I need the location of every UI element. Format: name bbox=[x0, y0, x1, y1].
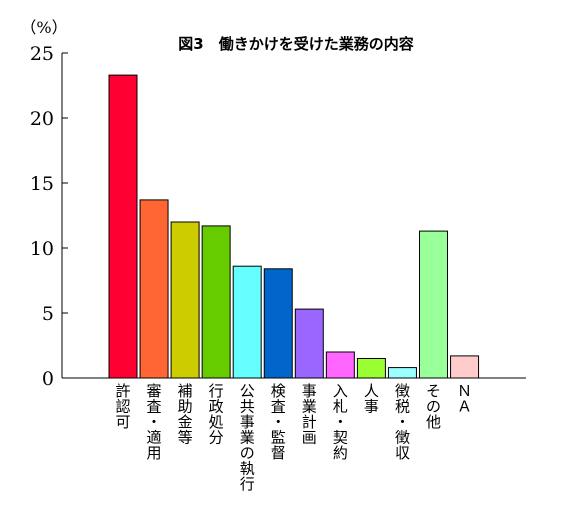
x-tick-label: 入札・契約 bbox=[333, 382, 348, 462]
bar bbox=[325, 351, 355, 379]
y-axis-label: （%） bbox=[20, 18, 67, 37]
x-tick-label: 徴税・徴収 bbox=[395, 382, 410, 462]
y-tick-label: 0 bbox=[42, 368, 54, 390]
x-tick-label: 行政処分 bbox=[209, 382, 224, 447]
x-tick-label: 補助金等 bbox=[178, 382, 193, 447]
y-tick-label: 15 bbox=[30, 173, 54, 195]
bar bbox=[139, 199, 169, 379]
bar bbox=[294, 308, 324, 379]
bar bbox=[419, 230, 448, 379]
bars bbox=[108, 74, 480, 379]
x-tick-label: 検査・監督 bbox=[271, 382, 286, 462]
x-tick-label: 人事 bbox=[364, 382, 379, 416]
y-tick-label: 20 bbox=[30, 108, 54, 130]
bar bbox=[201, 225, 231, 379]
x-tick-label: 審査・適用 bbox=[147, 382, 162, 462]
x-labels: 許認可 審査・適用 補助金等 行政処分 公共事業の執行 検査・監督 事業計画 入札・契約 人事徴… bbox=[115, 382, 472, 493]
bar bbox=[356, 358, 386, 379]
bar bbox=[263, 268, 293, 379]
x-tick-label: 事業計画 bbox=[302, 382, 317, 447]
x-tick-label: 許認可 bbox=[115, 382, 130, 431]
y-tick-label: 5 bbox=[42, 303, 54, 325]
bar bbox=[450, 355, 480, 379]
x-tick-label: ＮＡ bbox=[457, 382, 472, 416]
x-tick-label: その他 bbox=[426, 382, 441, 431]
bar bbox=[170, 221, 200, 379]
bar bbox=[108, 74, 138, 379]
y-tick-label: 25 bbox=[30, 43, 54, 65]
y-ticks: 0 5 10 15 20 25 bbox=[30, 43, 68, 390]
bar bbox=[232, 265, 262, 379]
chart-title: 図3 働きかけを受けた業務の内容 bbox=[178, 35, 413, 53]
x-tick-label: 公共事業の執行 bbox=[240, 382, 255, 493]
axes bbox=[61, 53, 526, 379]
y-tick-label: 10 bbox=[30, 238, 54, 260]
bar bbox=[387, 367, 417, 379]
